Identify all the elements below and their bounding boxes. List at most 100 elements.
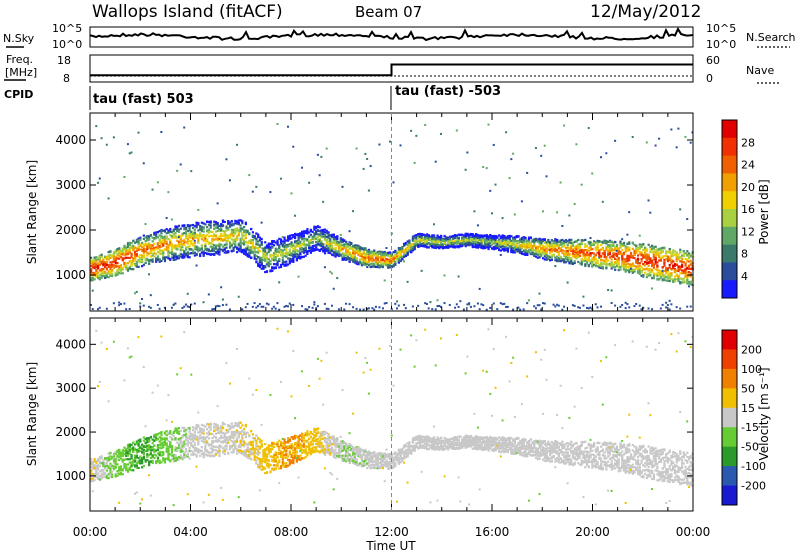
power-cell bbox=[100, 272, 103, 276]
power-cell bbox=[144, 236, 147, 239]
power-cell bbox=[295, 259, 298, 262]
power-cell bbox=[104, 264, 107, 267]
power-cell bbox=[98, 277, 101, 280]
power-cell bbox=[116, 273, 119, 276]
power-cell bbox=[526, 251, 529, 254]
power-cell bbox=[172, 254, 175, 257]
power-cell bbox=[244, 230, 247, 233]
power-cell bbox=[378, 143, 381, 146]
power-cell bbox=[264, 270, 267, 274]
power-cell bbox=[172, 256, 175, 259]
power-cell bbox=[571, 304, 574, 307]
power-cell bbox=[584, 243, 587, 246]
power-cell bbox=[142, 234, 145, 237]
power-cell bbox=[628, 246, 631, 250]
power-cell bbox=[429, 243, 432, 246]
power-cell bbox=[355, 251, 358, 254]
power-cell bbox=[411, 243, 415, 247]
power-cell bbox=[397, 255, 400, 258]
power-cell bbox=[114, 271, 117, 274]
power-cell bbox=[476, 239, 480, 242]
power-cell bbox=[455, 245, 459, 248]
power-cell bbox=[248, 249, 251, 252]
power-cell bbox=[290, 192, 293, 195]
power-cell bbox=[90, 303, 92, 306]
power-cell bbox=[262, 247, 265, 250]
power-cell bbox=[262, 258, 265, 261]
power-cell bbox=[371, 252, 374, 255]
power-cell bbox=[141, 241, 144, 244]
power-cell bbox=[283, 252, 286, 255]
power-cell bbox=[97, 308, 100, 311]
power-cell bbox=[527, 251, 531, 254]
power-cell bbox=[248, 174, 251, 177]
power-cell bbox=[111, 272, 114, 276]
power-cell bbox=[167, 254, 170, 258]
power-cell bbox=[98, 259, 101, 262]
power-cell bbox=[214, 234, 218, 237]
power-cell bbox=[464, 232, 467, 235]
power-cell bbox=[107, 264, 110, 267]
power-cell bbox=[327, 240, 330, 243]
power-cell bbox=[568, 238, 571, 241]
power-cell bbox=[225, 303, 228, 306]
power-cell bbox=[501, 243, 504, 247]
power-cell bbox=[459, 300, 462, 303]
power-cell bbox=[399, 259, 402, 263]
power-cell bbox=[413, 236, 416, 239]
power-cell bbox=[512, 243, 515, 246]
power-cell bbox=[135, 247, 138, 250]
power-cell bbox=[557, 253, 561, 257]
power-cell bbox=[454, 242, 457, 245]
power-cell bbox=[279, 242, 283, 245]
power-cell bbox=[144, 250, 147, 253]
power-cell bbox=[294, 248, 297, 251]
power-cell bbox=[556, 258, 559, 261]
power-cell bbox=[244, 247, 247, 250]
power-cell bbox=[410, 129, 413, 132]
power-cell bbox=[381, 266, 384, 269]
power-cell bbox=[237, 242, 240, 245]
power-cell bbox=[186, 240, 189, 243]
power-cell bbox=[362, 247, 365, 250]
power-cell bbox=[98, 255, 101, 258]
power-cell bbox=[517, 245, 520, 248]
power-cell bbox=[513, 248, 517, 252]
power-cell bbox=[176, 225, 179, 228]
power-cell bbox=[316, 153, 319, 156]
power-cell bbox=[257, 240, 260, 243]
power-cell bbox=[487, 123, 490, 126]
power-cell bbox=[295, 248, 298, 252]
noise-right-tick-low: 10^0 bbox=[706, 38, 736, 51]
power-cell bbox=[610, 261, 613, 264]
power-cell bbox=[591, 248, 594, 251]
power-cell bbox=[172, 252, 175, 255]
power-cell bbox=[552, 246, 555, 250]
power-cell bbox=[281, 256, 284, 259]
power-cell bbox=[427, 307, 430, 310]
power-cell bbox=[209, 250, 212, 253]
power-cell bbox=[348, 244, 351, 247]
power-cell bbox=[469, 242, 473, 245]
power-cell bbox=[445, 238, 448, 241]
power-cell bbox=[323, 235, 327, 238]
power-cell bbox=[355, 258, 358, 261]
power-cell bbox=[112, 255, 116, 258]
power-cell bbox=[508, 246, 511, 249]
power-cell bbox=[114, 259, 117, 262]
power-cell bbox=[601, 265, 604, 269]
power-cell bbox=[337, 250, 341, 253]
power-cell bbox=[183, 252, 186, 255]
power-cell bbox=[554, 238, 557, 242]
power-cell bbox=[490, 238, 494, 241]
power-cell bbox=[176, 244, 179, 247]
power-cell bbox=[498, 234, 501, 237]
power-cell bbox=[304, 243, 307, 246]
power-cell bbox=[316, 305, 319, 308]
power-cell bbox=[207, 242, 211, 245]
power-cell bbox=[184, 248, 188, 251]
power-cell bbox=[360, 256, 364, 260]
power-cell bbox=[227, 220, 230, 223]
power-cell bbox=[534, 247, 538, 250]
power-cell bbox=[202, 301, 205, 304]
